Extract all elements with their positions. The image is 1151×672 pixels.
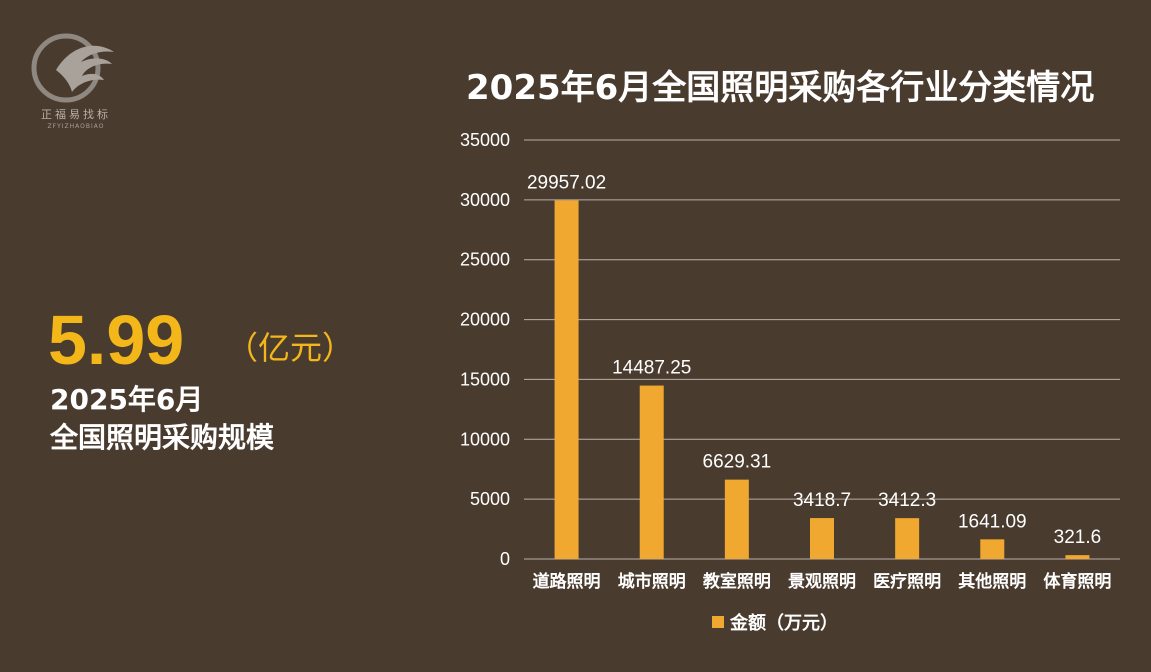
- summary-caption: 全国照明采购规模: [50, 421, 275, 454]
- bar: [895, 518, 920, 559]
- x-tick-label: 其他照明: [958, 571, 1026, 591]
- eagle-logo-icon: [31, 33, 114, 103]
- total-unit: （亿元）: [226, 329, 355, 367]
- y-tick-label: 0: [500, 549, 510, 569]
- data-label: 29957.02: [527, 172, 606, 193]
- x-tick-label: 城市照明: [618, 571, 686, 591]
- bar: [980, 539, 1005, 559]
- data-label: 14487.25: [612, 358, 691, 379]
- bar: [639, 385, 664, 559]
- legend-swatch: [712, 616, 724, 628]
- legend-label: 金额（万元）: [729, 612, 838, 633]
- total-value: 5.99: [48, 301, 185, 379]
- bar: [810, 518, 834, 559]
- bar: [1065, 555, 1090, 559]
- brand-logo: 正福易找标 ZFYIZHAOBIAO: [26, 30, 126, 140]
- x-tick-label: 体育照明: [1043, 571, 1111, 591]
- x-tick-label: 教室照明: [702, 571, 771, 591]
- x-tick-label: 景观照明: [788, 572, 856, 591]
- logo-subtext: ZFYIZHAOBIAO: [47, 123, 105, 130]
- chart-title: 2025年6月全国照明采购各行业分类情况: [466, 68, 1095, 108]
- y-tick-label: 35000: [460, 130, 510, 150]
- bar: [554, 200, 579, 559]
- y-tick-label: 15000: [460, 369, 510, 389]
- y-tick-label: 30000: [460, 190, 510, 210]
- y-tick-label: 25000: [460, 250, 510, 270]
- x-tick-label: 道路照明: [533, 571, 601, 591]
- x-tick-label: 医疗照明: [873, 571, 941, 591]
- bar: [724, 479, 749, 559]
- y-tick-label: 5000: [470, 489, 510, 509]
- data-label: 3412.3: [878, 490, 936, 511]
- y-tick-label: 10000: [460, 429, 510, 449]
- y-tick-label: 20000: [460, 310, 510, 330]
- data-label: 1641.09: [958, 511, 1027, 532]
- logo-text: 正福易找标: [41, 108, 111, 121]
- summary-period: 2025年6月: [50, 383, 204, 416]
- data-label: 3418.7: [793, 490, 851, 511]
- data-label: 321.6: [1054, 527, 1102, 548]
- data-label: 6629.31: [703, 452, 772, 473]
